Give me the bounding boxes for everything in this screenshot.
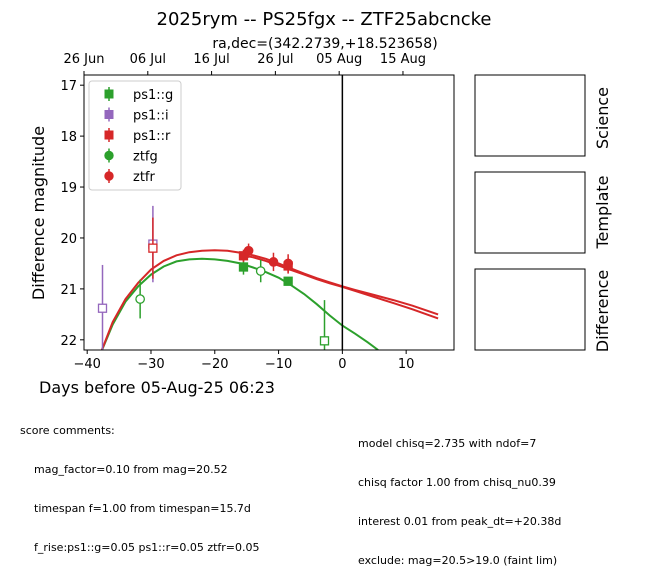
legend-label: ztfg bbox=[133, 150, 158, 165]
data-point-circle bbox=[135, 294, 145, 304]
top-tick-label: 05 Aug bbox=[316, 52, 362, 67]
model-comment-line: exclude: mag=20.5>19.0 (faint lim) bbox=[358, 554, 558, 567]
x-axis-label: Days before 05-Aug-25 06:23 bbox=[39, 378, 275, 397]
data-point-square bbox=[238, 262, 249, 272]
score-comments-header: score comments: bbox=[20, 424, 115, 437]
legend-marker bbox=[104, 171, 114, 181]
difference-label: Difference bbox=[593, 270, 612, 352]
difference-panel bbox=[474, 268, 586, 351]
legend-label: ps1::i bbox=[133, 109, 169, 124]
data-points bbox=[97, 205, 330, 350]
data-point-circle bbox=[255, 266, 266, 276]
top-tick-label: 15 Aug bbox=[380, 52, 426, 67]
data-point-circle bbox=[283, 258, 293, 269]
y-axis: 17 18 19 20 21 22 bbox=[60, 79, 84, 349]
data-point-square bbox=[97, 303, 108, 313]
score-comment-line: f_rise:ps1::g=0.05 ps1::r=0.05 ztfr=0.05 bbox=[34, 541, 260, 554]
template-panel bbox=[474, 171, 586, 254]
model-curve-r bbox=[100, 249, 439, 350]
model-curves bbox=[100, 249, 439, 350]
legend-frame bbox=[88, 80, 182, 191]
model-curve-g bbox=[100, 257, 379, 350]
template-label: Template bbox=[593, 175, 612, 249]
x-tick-label: −10 bbox=[265, 357, 292, 372]
x-axis: −40 −30 −20 −10 0 10 bbox=[73, 350, 414, 372]
top-tick-label: 16 Jul bbox=[193, 52, 229, 67]
y-tick-label: 21 bbox=[60, 283, 77, 298]
score-comment-line: timespan f=1.00 from timespan=15.7d bbox=[34, 502, 251, 515]
x-tick-label: −30 bbox=[137, 357, 164, 372]
data-point-circle bbox=[268, 257, 279, 267]
data-point-square bbox=[148, 243, 158, 253]
data-point-circle bbox=[243, 245, 254, 256]
top-date-axis: 26 Jun 06 Jul 16 Jul 26 Jul 05 Aug 15 Aug bbox=[64, 52, 426, 75]
chart-subtitle: ra,dec=(342.2739,+18.523658) bbox=[212, 36, 437, 52]
x-tick-label: −40 bbox=[73, 357, 100, 372]
legend-marker bbox=[104, 89, 114, 99]
legend-label: ps1::g bbox=[133, 88, 173, 103]
top-tick-label: 26 Jul bbox=[257, 52, 293, 67]
legend-label: ztfr bbox=[133, 170, 155, 185]
score-comments-left: score comments: mag_factor=0.10 from mag… bbox=[20, 398, 260, 567]
model-comment-line: model chisq=2.735 with ndof=7 bbox=[358, 437, 537, 450]
top-tick-label: 26 Jun bbox=[64, 52, 105, 67]
legend-label: ps1::r bbox=[133, 129, 171, 144]
x-tick-label: −20 bbox=[201, 357, 228, 372]
score-comments-right: model chisq=2.735 with ndof=7 chisq fact… bbox=[358, 411, 561, 580]
legend-marker bbox=[104, 130, 114, 140]
legend-marker bbox=[104, 150, 114, 161]
y-tick-label: 20 bbox=[60, 232, 77, 247]
top-tick-label: 06 Jul bbox=[130, 52, 166, 67]
score-comment-line: mag_factor=0.10 from mag=20.52 bbox=[34, 463, 228, 476]
y-axis-label: Difference magnitude bbox=[29, 126, 48, 300]
data-point-square bbox=[238, 251, 249, 261]
data-point-square bbox=[283, 276, 293, 286]
plot-frame bbox=[83, 74, 455, 351]
model-comment-line: chisq factor 1.00 from chisq_nu0.39 bbox=[358, 476, 556, 489]
model-curve-r2 bbox=[240, 253, 439, 320]
data-point-square bbox=[319, 336, 330, 346]
science-label: Science bbox=[593, 87, 612, 149]
legend-marker bbox=[104, 110, 114, 119]
y-tick-label: 17 bbox=[60, 79, 77, 94]
x-tick-label: 0 bbox=[338, 357, 346, 372]
y-tick-label: 19 bbox=[60, 181, 77, 196]
model-comment-line: interest 0.01 from peak_dt=+20.38d bbox=[358, 515, 562, 528]
science-panel bbox=[474, 74, 586, 157]
y-tick-label: 18 bbox=[60, 130, 77, 145]
lightcurve-figure: 2025rym -- PS25fgx -- ZTF25abcncke ra,de… bbox=[29, 9, 612, 397]
x-tick-label: 10 bbox=[398, 357, 415, 372]
y-tick-label: 22 bbox=[60, 334, 77, 349]
chart-title: 2025rym -- PS25fgx -- ZTF25abcncke bbox=[157, 9, 492, 30]
